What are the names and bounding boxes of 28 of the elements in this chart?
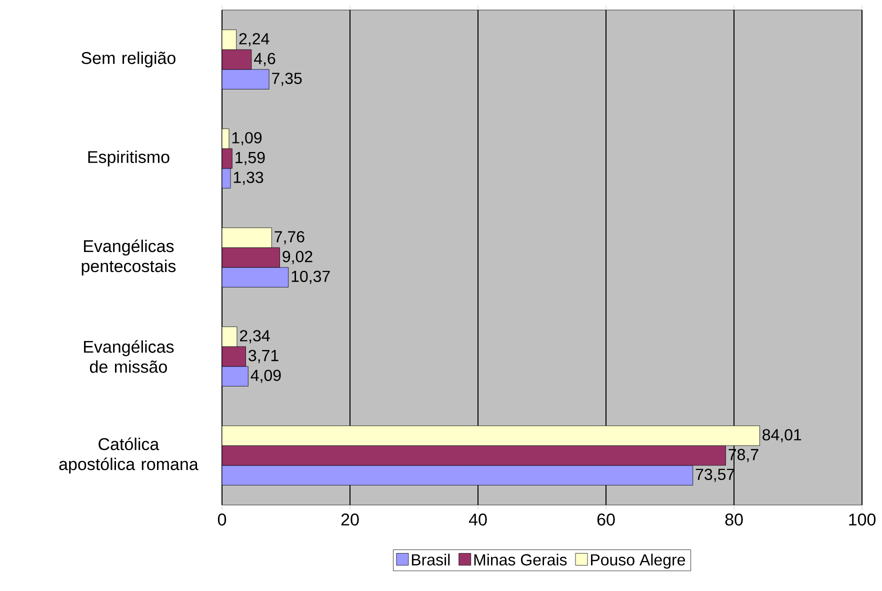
data-label: 2,24	[239, 33, 270, 46]
data-label: 7,76	[274, 231, 304, 244]
data-label: 4,6	[254, 52, 276, 66]
x-tick-label: 0	[218, 514, 226, 526]
data-label: 1,33	[234, 172, 264, 185]
x-tick-label: 100	[849, 514, 876, 526]
data-label: 1,09	[232, 132, 262, 146]
legend-label: Brasil	[412, 554, 450, 566]
data-label: 9,02	[282, 250, 312, 264]
x-tick-label: 20	[341, 514, 359, 526]
y-tick-label: Espiritismo	[88, 150, 170, 166]
legend-label: Pouso Alegre	[591, 554, 686, 569]
data-label: 84,01	[762, 429, 802, 442]
data-label: 7,35	[272, 72, 302, 86]
data-label: 4,09	[250, 370, 281, 383]
y-tick-label: Evangélicas de missão	[84, 340, 174, 373]
legend-label: Minas Gerais	[474, 554, 567, 566]
data-label: 73,57	[696, 468, 734, 482]
data-label: 3,71	[248, 350, 278, 364]
y-tick-label: Evangélicas pentecostais	[82, 239, 176, 276]
data-label: 10,37	[292, 270, 330, 284]
data-label: 2,34	[240, 330, 270, 344]
x-tick-label: 60	[597, 514, 615, 526]
x-tick-label: 40	[468, 514, 487, 526]
data-label: 1,59	[236, 152, 265, 166]
y-tick-label: Sem religião	[82, 52, 176, 68]
y-tick-label: Católica apostólica romana	[59, 437, 198, 474]
x-tick-label: 80	[725, 514, 743, 526]
